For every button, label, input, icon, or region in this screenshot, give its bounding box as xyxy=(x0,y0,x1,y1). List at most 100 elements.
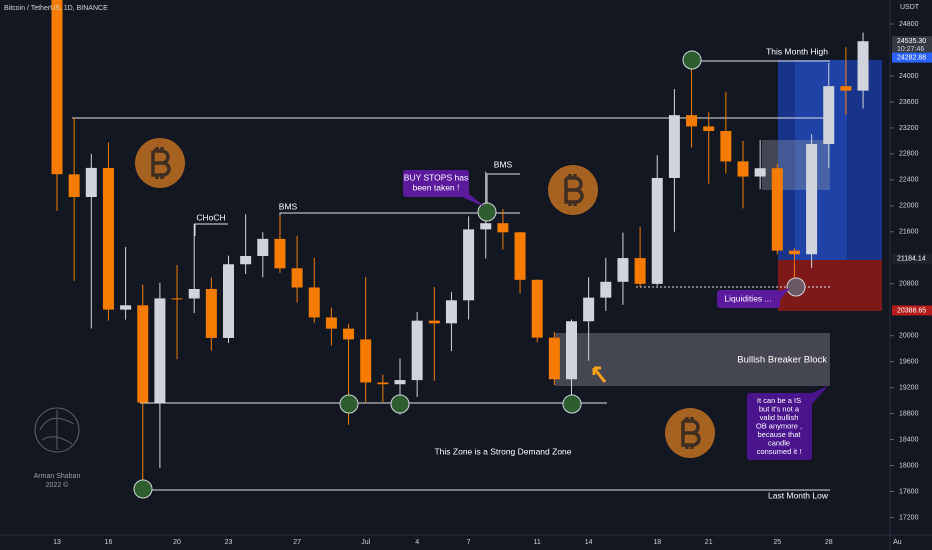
callout-box xyxy=(403,170,469,197)
x-tick-label: 25 xyxy=(773,539,781,546)
markers xyxy=(133,50,806,499)
y-tick-label: 20800 xyxy=(899,281,919,288)
x-tick-label: 13 xyxy=(53,539,61,546)
marker-circle xyxy=(786,277,806,297)
candle-body xyxy=(68,174,80,197)
x-tick-label: 7 xyxy=(467,539,471,546)
price-label: 24535.30 xyxy=(897,38,926,45)
y-tick-label: 22800 xyxy=(899,151,919,158)
candle-body xyxy=(308,287,320,318)
x-tick-label: 16 xyxy=(105,539,113,546)
candle-body xyxy=(668,115,680,178)
x-tick-label: 14 xyxy=(585,539,593,546)
candle-body xyxy=(840,86,852,91)
marker-circle xyxy=(477,202,497,222)
marker-circle xyxy=(562,394,582,414)
candle-body xyxy=(788,250,800,255)
y-tick-label: 24000 xyxy=(899,73,919,80)
y-tick-label: 23600 xyxy=(899,99,919,106)
price-label-bg xyxy=(892,253,932,264)
y-tick-label: 22400 xyxy=(899,177,919,184)
candle-body xyxy=(857,41,869,91)
callout-text: but it's not a xyxy=(759,404,800,413)
callout-tail xyxy=(776,288,790,302)
y-tick-label: 18800 xyxy=(899,410,919,417)
callout-box xyxy=(717,290,780,308)
marker-circle xyxy=(339,394,359,414)
marker-circle xyxy=(682,50,702,70)
candle-body xyxy=(360,339,372,383)
label: This Zone is a Strong Demand Zone xyxy=(434,446,571,456)
candle-body xyxy=(634,258,646,284)
candle-body xyxy=(737,161,749,177)
price-label: 24282.88 xyxy=(897,54,926,61)
candle-body xyxy=(205,288,217,338)
candle-body xyxy=(720,131,732,162)
price-label-bg xyxy=(892,305,932,316)
label: BMS xyxy=(279,201,298,211)
y-tick-label: 22000 xyxy=(899,203,919,210)
candles xyxy=(51,0,869,491)
candle-body xyxy=(583,297,595,322)
y-tick-label: 17200 xyxy=(899,514,919,521)
candle-body xyxy=(171,298,183,300)
price-label-bg xyxy=(892,52,932,63)
label: This Month High xyxy=(766,46,828,56)
candle-body xyxy=(188,288,200,299)
blue-zone-inner xyxy=(795,60,847,260)
y-tick-label: 18000 xyxy=(899,462,919,469)
candle-body xyxy=(394,380,406,385)
x-tick-label: 4 xyxy=(415,539,419,546)
candle-body xyxy=(102,167,114,310)
candle-body xyxy=(754,168,766,177)
candle-body xyxy=(497,223,509,233)
candle-body xyxy=(771,168,783,251)
candle-body xyxy=(411,320,423,381)
bitcoin-icons xyxy=(135,138,715,458)
marker-circle xyxy=(133,479,153,499)
callout-text: OB anymore , xyxy=(756,421,802,430)
callout-text: been taken ! xyxy=(413,182,460,192)
candle-body xyxy=(463,229,475,301)
candle-body xyxy=(343,328,355,340)
axis-unit: USDT xyxy=(900,4,920,11)
marker-circle xyxy=(390,394,410,414)
callout-box xyxy=(747,393,812,460)
candle-body xyxy=(514,232,526,280)
bms-line xyxy=(486,173,520,205)
candle-body xyxy=(566,321,577,380)
callout-text: valid bullish xyxy=(760,413,799,422)
candle-body xyxy=(291,268,303,288)
x-tick-label: Au xyxy=(893,539,902,546)
candle-body xyxy=(703,126,715,132)
logo-lines xyxy=(39,410,75,450)
x-tick-label: 27 xyxy=(293,539,301,546)
x-tick-label: 18 xyxy=(653,539,661,546)
logo xyxy=(34,407,80,453)
logo-circle xyxy=(34,407,80,453)
y-tick-label: 19600 xyxy=(899,358,919,365)
candle-body xyxy=(651,177,663,284)
x-tick-label: 28 xyxy=(825,539,833,546)
candle-body xyxy=(257,238,269,257)
y-tick-label: 17600 xyxy=(899,488,919,495)
candle-body xyxy=(686,115,698,127)
bitcoin-icon xyxy=(665,408,715,458)
x-tick-label: 20 xyxy=(173,539,181,546)
candle-body xyxy=(600,281,612,298)
y-tick-label: 21600 xyxy=(899,229,919,236)
price-label: 20388.65 xyxy=(897,307,926,314)
callout-tail xyxy=(805,386,828,404)
zones xyxy=(555,60,882,386)
bitcoin-icon xyxy=(548,165,598,215)
candle-body xyxy=(428,320,440,324)
bitcoin-icon xyxy=(135,138,185,188)
label: Last Month Low xyxy=(768,490,829,500)
candle-body xyxy=(325,317,337,329)
callout-text: because that xyxy=(758,430,802,439)
candle-body xyxy=(445,300,457,324)
candle-body xyxy=(548,337,560,380)
candle-body xyxy=(240,256,252,265)
y-tick-label: 20000 xyxy=(899,333,919,340)
callout-text: Liquidities ... xyxy=(724,293,771,303)
